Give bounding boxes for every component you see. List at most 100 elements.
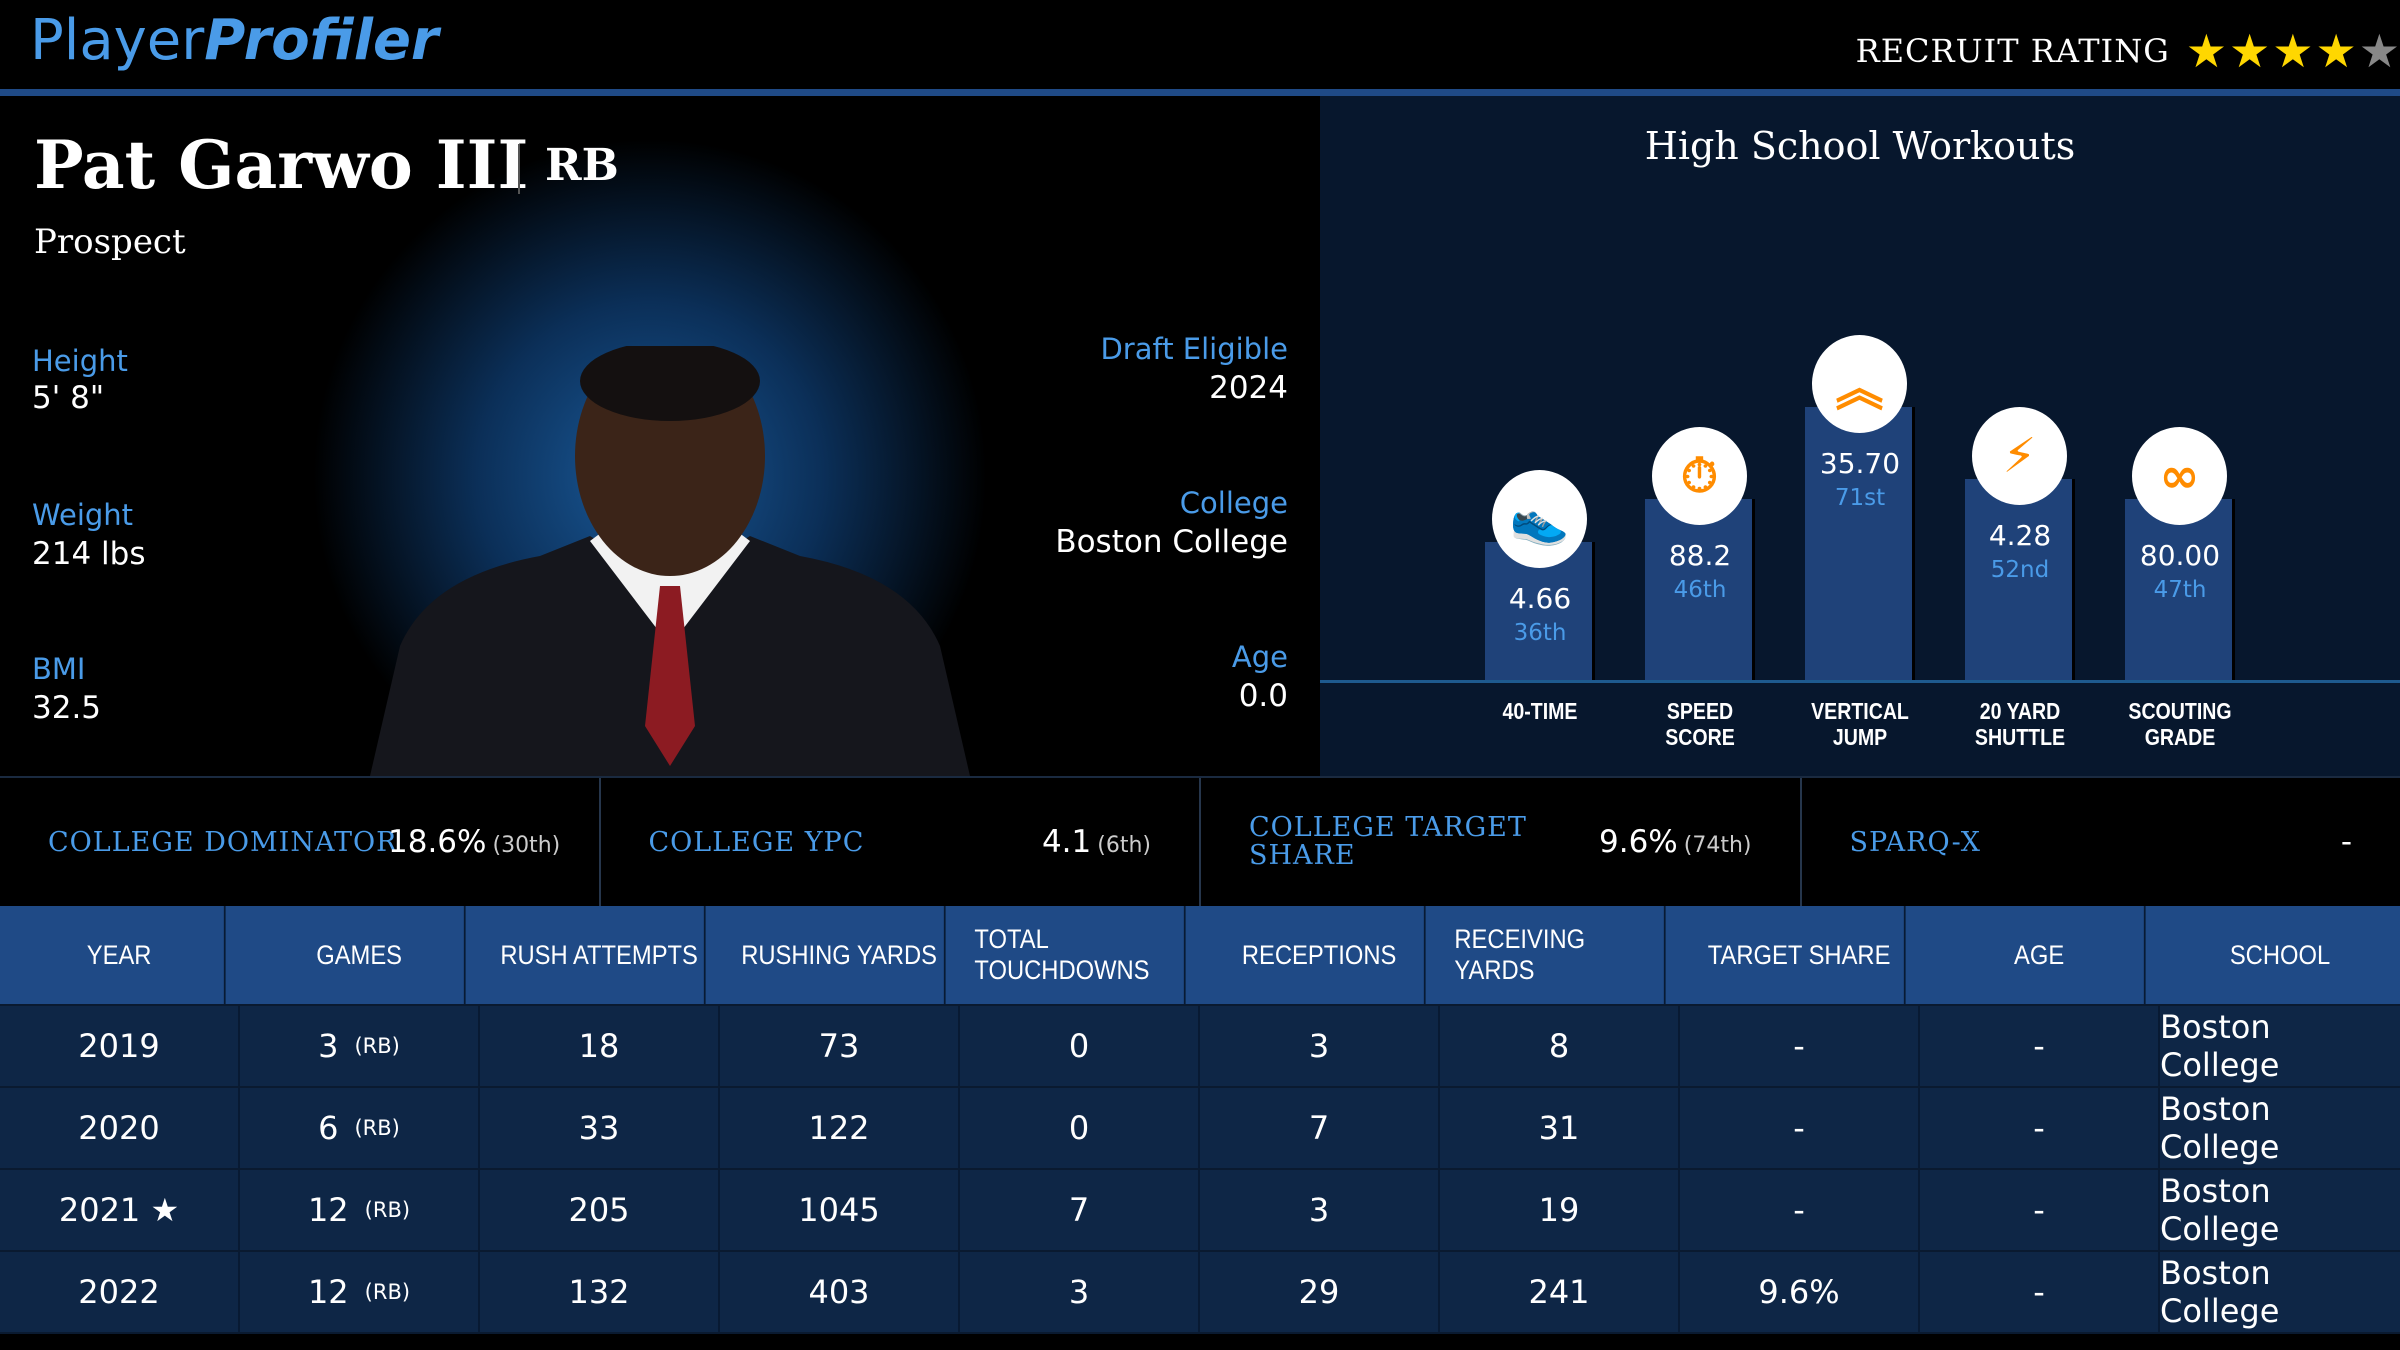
player-position: RB — [545, 140, 619, 191]
table-cell: 0 — [960, 1006, 1200, 1086]
stat-college-dominator: COLLEGE DOMINATOR 18.6% (30th) — [0, 778, 601, 906]
player-photo — [370, 346, 970, 776]
workout-value: 88.2 — [1668, 539, 1732, 572]
table-cell: 3 — [1200, 1170, 1440, 1250]
college-label: College — [1179, 486, 1288, 520]
workout-value: 80.00 — [2139, 539, 2221, 572]
table-cell: 132 — [480, 1252, 720, 1332]
table-cell: 241 — [1440, 1252, 1680, 1332]
column-header[interactable]: AGE — [1934, 906, 2146, 1004]
column-header[interactable]: TOTAL TOUCHDOWNS — [974, 906, 1186, 1004]
workout-bar — [1805, 407, 1915, 680]
table-cell: 7 — [1200, 1088, 1440, 1168]
column-header[interactable]: RECEPTIONS — [1214, 906, 1426, 1004]
recruit-rating: RECRUIT RATING ★ ★ ★ ★ ★ — [1856, 28, 2400, 74]
workout-label: 40-TIME — [1502, 698, 1578, 724]
logo-text-2: Profiler — [204, 8, 439, 73]
column-header[interactable]: SCHOOL — [2229, 939, 2331, 970]
stat-value: 9.6% (74th) — [1599, 824, 1752, 860]
workout-bar — [1965, 479, 2075, 680]
workout-value: 4.66 — [1508, 582, 1572, 615]
recruit-rating-label: RECRUIT RATING — [1855, 32, 2170, 70]
table-cell: - — [1920, 1088, 2160, 1168]
table-cell: 19 — [1440, 1170, 1680, 1250]
table-cell: - — [1920, 1252, 2160, 1332]
column-header[interactable]: RUSH ATTEMPTS — [494, 906, 706, 1004]
shoe-icon: 👟 — [1492, 470, 1587, 568]
workout-label: SCOUTING GRADE — [2128, 698, 2232, 750]
stat-label: SPARQ-X — [1849, 826, 1982, 858]
table-cell: 0 — [960, 1088, 1200, 1168]
draft-label: Draft Eligible — [1100, 332, 1288, 366]
workouts-panel: High School Workouts 👟 4.66 36th 40-TIME ⏱ 88… — [1320, 96, 2400, 776]
stat-sparq-x: SPARQ-X - — [1802, 778, 2400, 906]
college-value: Boston College — [1055, 524, 1288, 560]
table-cell: 12 (RB) — [240, 1170, 480, 1250]
table-header: YEAR GAMES RUSH ATTEMPTS RUSHING YARDS TOTAL… — [0, 906, 2400, 1006]
table-cell: - — [1680, 1170, 1920, 1250]
table-cell[interactable]: 2021 ★ — [0, 1170, 240, 1250]
column-header[interactable]: RUSHING YARDS — [734, 906, 946, 1004]
table-cell: 6 (RB) — [240, 1088, 480, 1168]
stats-table: YEAR GAMES RUSH ATTEMPTS RUSHING YARDS TOTAL… — [0, 906, 2400, 1334]
table-cell: 3 — [1200, 1006, 1440, 1086]
stat-value: 18.6% (30th) — [388, 824, 561, 860]
player-panel: Pat Garwo III RB Prospect Height 5' 8" W… — [0, 96, 1320, 776]
logo[interactable]: PlayerProfiler — [30, 8, 439, 73]
table-cell: 3 — [960, 1252, 1200, 1332]
workout-percentile: 52nd — [1990, 557, 2050, 583]
player-status: Prospect — [34, 222, 186, 262]
college-stats-strip: COLLEGE DOMINATOR 18.6% (30th) COLLEGE YPC… — [0, 776, 2400, 906]
chart-baseline — [1320, 680, 2400, 683]
table-row: 2020 6 (RB) 33 122 0 7 31- - Boston College — [0, 1088, 2400, 1170]
column-header[interactable]: RECEIVING YARDS — [1454, 906, 1666, 1004]
workout-value: 35.70 — [1819, 447, 1901, 480]
table-cell: 12 (RB) — [240, 1252, 480, 1332]
table-cell: 8 — [1440, 1006, 1680, 1086]
bmi-value: 32.5 — [32, 690, 102, 726]
column-header[interactable]: GAMES — [254, 906, 466, 1004]
workout-percentile: 46th — [1673, 577, 1727, 603]
year-link[interactable]: 2021 ★ — [58, 1191, 180, 1229]
workouts-title: High School Workouts — [1644, 124, 2076, 168]
table-row: 2022 12 (RB) 132 403 3 29 241 9.6% - Boston Colleg… — [0, 1252, 2400, 1334]
player-name: Pat Garwo III — [34, 126, 529, 204]
table-cell: 122 — [720, 1088, 960, 1168]
star-rating: ★ ★ ★ ★ ★ — [2186, 28, 2400, 74]
table-cell: 31 — [1440, 1088, 1680, 1168]
workout-bar — [2125, 499, 2235, 680]
table-cell: Boston College — [2160, 1254, 2280, 1330]
table-cell: 7 — [960, 1170, 1200, 1250]
table-cell: Boston College — [2160, 1090, 2280, 1166]
table-cell: - — [1680, 1006, 1920, 1086]
logo-text-1: Player — [30, 8, 205, 73]
table-cell: - — [1920, 1006, 2160, 1086]
table-cell: 403 — [720, 1252, 960, 1332]
workout-bar — [1645, 499, 1755, 680]
workout-label: 20 YARD SHUTTLE — [1974, 698, 2066, 750]
stat-college-ypc: COLLEGE YPC 4.1 (6th) — [601, 778, 1201, 906]
table-cell: 1045 — [720, 1170, 960, 1250]
table-cell: 33 — [480, 1088, 720, 1168]
column-header[interactable]: TARGET SHARE — [1694, 906, 1906, 1004]
star-filled-icon: ★ — [2272, 24, 2314, 78]
star-empty-icon: ★ — [2358, 24, 2400, 78]
stat-label: COLLEGE DOMINATOR — [48, 826, 398, 858]
workout-percentile: 47th — [2153, 577, 2207, 603]
table-cell: 2020 — [0, 1088, 240, 1168]
workout-value: 4.28 — [1988, 519, 2052, 552]
workout-label: SPEED SCORE — [1665, 698, 1735, 750]
table-cell: 18 — [480, 1006, 720, 1086]
column-header[interactable]: YEAR — [14, 906, 226, 1004]
table-cell: 2019 — [0, 1006, 240, 1086]
weight-value: 214 lbs — [32, 536, 146, 572]
stat-value: 4.1 (6th) — [1041, 824, 1151, 860]
stat-label: COLLEGE TARGET SHARE — [1249, 812, 1527, 871]
bmi-label: BMI — [32, 652, 86, 686]
table-cell: 73 — [720, 1006, 960, 1086]
table-cell: Boston College — [2160, 1008, 2280, 1084]
chevrons-up-icon: ︽ — [1812, 335, 1907, 433]
table-cell: 2022 — [0, 1252, 240, 1332]
weight-label: Weight — [32, 498, 134, 532]
binoculars-icon: ∞ — [2132, 427, 2227, 525]
